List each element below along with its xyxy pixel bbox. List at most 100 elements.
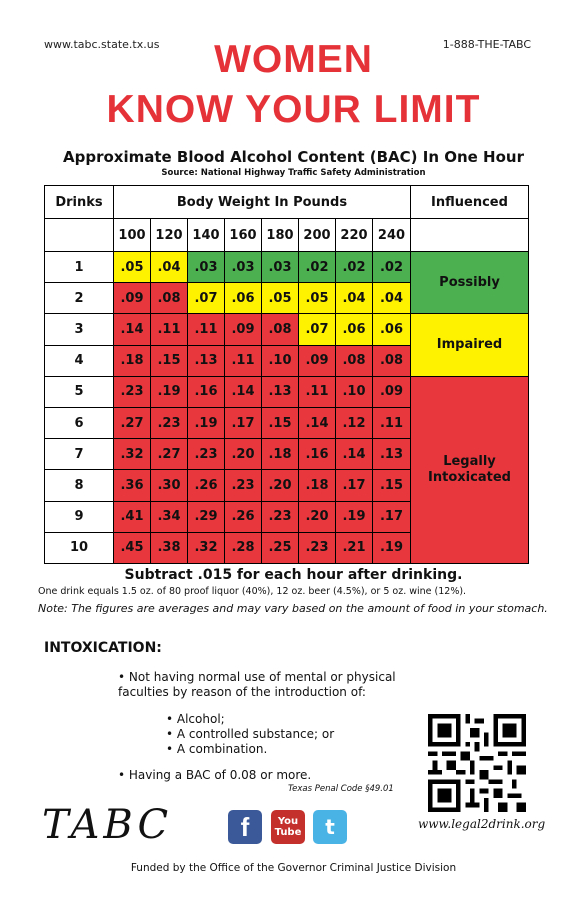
drinks-count-9: 9 [44, 500, 114, 533]
bac-cell: .10 [261, 344, 299, 377]
bac-cell: .09 [298, 344, 336, 377]
twitter-icon[interactable]: t [313, 810, 347, 844]
bac-cell: .16 [187, 375, 225, 408]
bac-cell: .17 [335, 469, 373, 502]
bac-cell: .08 [372, 344, 411, 377]
bac-cell: .06 [224, 282, 262, 315]
bac-cell: .23 [113, 375, 151, 408]
bac-cell: .09 [113, 282, 151, 315]
drinks-count-2: 2 [44, 282, 114, 315]
youtube-icon-bottom: Tube [274, 827, 302, 838]
bac-cell: .23 [224, 469, 262, 502]
bac-cell: .25 [261, 531, 299, 564]
bac-cell: .26 [224, 500, 262, 533]
bac-cell: .14 [298, 407, 336, 440]
bac-table: Drinks Body Weight In Pounds Influenced 100… [44, 185, 529, 564]
influenced-header: Influenced [410, 185, 529, 219]
bac-cell: .16 [298, 438, 336, 471]
bac-cell: .04 [372, 282, 411, 315]
bac-cell: .20 [298, 500, 336, 533]
website-url: www.tabc.state.tx.us [44, 38, 160, 51]
sub-item-alcohol: • Alcohol; [166, 712, 225, 726]
intoxication-bullet-1: • Not having normal use of mental or phy… [118, 670, 396, 699]
bac-cell: .17 [372, 500, 411, 533]
bac-cell: .27 [113, 407, 151, 440]
bac-cell: .23 [261, 500, 299, 533]
averages-note: Note: The figures are averages and may v… [38, 602, 548, 615]
intoxication-heading: INTOXICATION: [44, 640, 162, 656]
bac-cell: .19 [150, 375, 188, 408]
bac-cell: .18 [261, 438, 299, 471]
drinks-count-8: 8 [44, 469, 114, 502]
bac-cell: .08 [335, 344, 373, 377]
bac-cell: .03 [187, 251, 225, 284]
bac-cell: .08 [261, 313, 299, 346]
weight-160: 160 [224, 218, 262, 252]
bac-cell: .02 [335, 251, 373, 284]
drinks-count-1: 1 [44, 251, 114, 284]
bac-cell: .32 [187, 531, 225, 564]
drinks-header: Drinks [44, 185, 114, 219]
legal2drink-link[interactable]: www.legal2drink.org [418, 817, 546, 831]
bac-cell: .05 [298, 282, 336, 315]
bac-cell: .27 [150, 438, 188, 471]
bac-cell: .06 [372, 313, 411, 346]
bac-cell: .14 [113, 313, 151, 346]
bac-cell: .09 [372, 375, 411, 408]
facebook-icon[interactable]: f [228, 810, 262, 844]
intoxication-bullet-2: • Having a BAC of 0.08 or more. [118, 768, 312, 782]
bac-cell: .14 [335, 438, 373, 471]
bac-cell: .19 [372, 531, 411, 564]
bac-cell: .11 [150, 313, 188, 346]
penal-code-citation: Texas Penal Code §49.01 [288, 784, 394, 794]
bac-cell: .30 [150, 469, 188, 502]
influence-possibly: Possibly [410, 251, 529, 315]
bac-cell: .04 [335, 282, 373, 315]
drinks-header-blank [44, 218, 114, 252]
bac-cell: .20 [224, 438, 262, 471]
bac-cell: .38 [150, 531, 188, 564]
sub-item-controlled-substance: • A controlled substance; or [166, 727, 335, 741]
drinks-count-5: 5 [44, 375, 114, 408]
table-source: Source: National Highway Traffic Safety … [161, 168, 426, 178]
one-drink-note: One drink equals 1.5 oz. of 80 proof liq… [38, 586, 467, 597]
bac-cell: .19 [187, 407, 225, 440]
bac-cell: .28 [224, 531, 262, 564]
bac-cell: .03 [224, 251, 262, 284]
bac-cell: .26 [187, 469, 225, 502]
influenced-header-blank [410, 218, 529, 252]
bac-cell: .17 [224, 407, 262, 440]
bac-cell: .03 [261, 251, 299, 284]
table-subtitle: Approximate Blood Alcohol Content (BAC) … [63, 148, 524, 166]
bac-cell: .11 [187, 313, 225, 346]
funding-footer: Funded by the Office of the Governor Cri… [130, 862, 457, 874]
bac-cell: .18 [298, 469, 336, 502]
bac-cell: .11 [298, 375, 336, 408]
drinks-count-10: 10 [44, 531, 114, 564]
bac-cell: .13 [372, 438, 411, 471]
tabc-logo: TABC [42, 802, 172, 848]
weight-200: 200 [298, 218, 336, 252]
bac-cell: .23 [298, 531, 336, 564]
bac-cell: .04 [150, 251, 188, 284]
body-weight-header: Body Weight In Pounds [113, 185, 411, 219]
bac-cell: .12 [335, 407, 373, 440]
bac-cell: .36 [113, 469, 151, 502]
bac-cell: .15 [150, 344, 188, 377]
bac-cell: .06 [335, 313, 373, 346]
influence-impaired: Impaired [410, 313, 529, 377]
subtract-note: Subtract .015 for each hour after drinki… [124, 567, 463, 583]
bac-cell: .29 [187, 500, 225, 533]
bac-cell: .19 [335, 500, 373, 533]
bac-cell: .18 [113, 344, 151, 377]
drinks-count-3: 3 [44, 313, 114, 346]
qr-code-icon[interactable] [428, 714, 526, 812]
drinks-count-4: 4 [44, 344, 114, 377]
bac-cell: .23 [187, 438, 225, 471]
bac-cell: .07 [187, 282, 225, 315]
tabc-logo-text: TABC [42, 802, 172, 848]
bac-cell: .11 [224, 344, 262, 377]
weight-220: 220 [335, 218, 373, 252]
bac-cell: .14 [224, 375, 262, 408]
youtube-icon[interactable]: You Tube [271, 810, 305, 844]
